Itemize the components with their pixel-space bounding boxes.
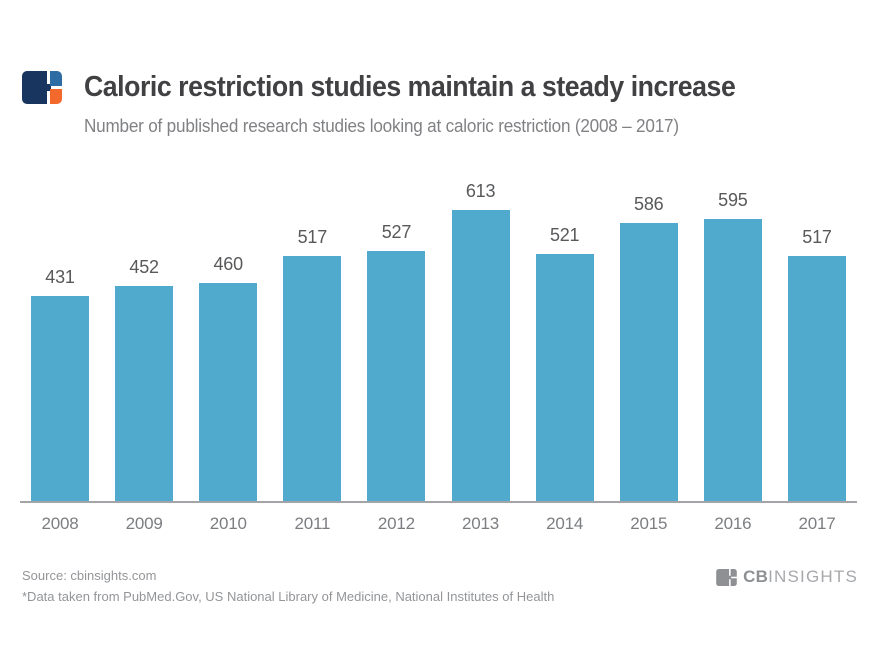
logo-blue-block [50, 70, 62, 86]
year-label: 2008 [41, 514, 79, 533]
header: Caloric restriction studies maintain a s… [22, 70, 858, 137]
year-label: 2016 [714, 514, 752, 533]
bars-row: 431 452 460 517 527 613 521 586 595 517 [20, 171, 857, 503]
data-note-text: *Data taken from PubMed.Gov, US National… [22, 589, 555, 604]
year-label: 2012 [377, 514, 415, 533]
brand-wordmark-insights: INSIGHTS [768, 567, 858, 586]
bar [787, 256, 846, 501]
bar-value-label: 521 [549, 225, 580, 245]
footer-notes: Source: cbinsights.com *Data taken from … [22, 565, 554, 607]
brand-wordmark-cb: CB [743, 567, 769, 586]
bar [367, 251, 426, 501]
bar [199, 283, 258, 501]
bar-column: 595 [703, 190, 762, 501]
bar-value-label: 517 [802, 227, 832, 247]
footer-logo-top-block [730, 568, 737, 577]
source-text: Source: cbinsights.com [22, 568, 157, 583]
bar [703, 219, 762, 501]
bar-column: 452 [115, 257, 174, 501]
title-row: Caloric restriction studies maintain a s… [22, 70, 858, 104]
bar-column: 517 [787, 227, 846, 501]
bar [619, 223, 678, 501]
bar [283, 256, 342, 501]
bar-column: 527 [367, 222, 426, 501]
bar-value-label: 431 [45, 267, 75, 287]
bar-column: 431 [31, 267, 89, 501]
bar [31, 296, 89, 501]
cbinsights-logo-icon [22, 70, 62, 104]
year-label: 2015 [630, 514, 668, 533]
page-title: Caloric restriction studies maintain a s… [84, 71, 736, 103]
footer-brand: CB INSIGHTS [716, 567, 858, 587]
bar-value-label: 613 [465, 181, 496, 201]
bar-value-label: 527 [381, 222, 412, 242]
bar-column: 521 [535, 225, 594, 501]
bar-value-label: 586 [634, 194, 664, 214]
bar-value-label: 452 [129, 257, 159, 277]
bar-column: 517 [283, 227, 342, 501]
bar-chart: 431 452 460 517 527 613 521 586 595 517 2008 2009 2… [20, 171, 857, 534]
year-label: 2014 [546, 514, 584, 533]
logo-orange-block [50, 88, 62, 104]
year-label: 2010 [209, 514, 247, 533]
year-label: 2009 [125, 514, 163, 533]
bar [535, 254, 594, 501]
page-subtitle: Number of published research studies loo… [84, 116, 679, 136]
cbinsights-footer-logo-icon [716, 568, 737, 586]
bar-column: 460 [199, 254, 258, 501]
bar [451, 210, 510, 501]
bar-value-label: 517 [297, 227, 328, 247]
bar-column: 613 [451, 181, 510, 501]
year-label: 2017 [798, 514, 836, 533]
logo-navy-block [22, 70, 51, 104]
bar-value-label: 460 [213, 254, 244, 274]
year-label: 2013 [462, 514, 500, 533]
years-row: 2008 2009 2010 2011 2012 2013 2014 2015 2016 2017 [20, 514, 857, 534]
year-label: 2011 [294, 514, 331, 533]
footer-logo-bottom-block [730, 577, 737, 586]
footer-logo-left-block [716, 568, 732, 586]
bar-column: 586 [619, 194, 678, 501]
bar-value-label: 595 [718, 190, 748, 210]
bar [115, 286, 174, 501]
